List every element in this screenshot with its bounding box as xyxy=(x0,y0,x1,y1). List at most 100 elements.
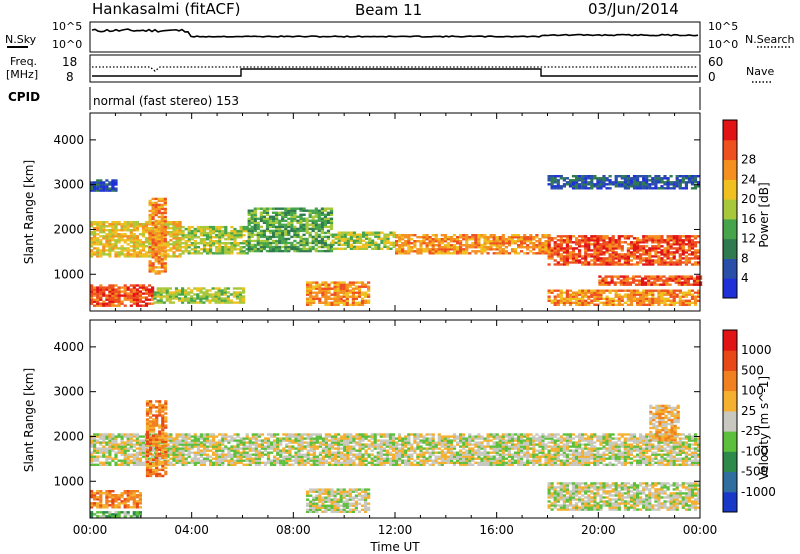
data-cell xyxy=(96,439,100,442)
data-cell xyxy=(468,246,472,249)
data-cell xyxy=(111,294,115,297)
data-cell xyxy=(174,287,179,290)
data-cell xyxy=(638,283,642,286)
data-cell xyxy=(407,250,411,253)
data-cell xyxy=(697,185,701,188)
data-cell xyxy=(651,183,655,186)
data-cell xyxy=(196,246,200,249)
data-cell xyxy=(599,253,603,256)
data-cell xyxy=(593,177,597,180)
data-cell xyxy=(215,457,219,460)
data-cell xyxy=(120,223,124,226)
data-cell xyxy=(550,257,554,260)
data-cell xyxy=(181,451,185,454)
data-cell xyxy=(132,433,136,436)
data-cell xyxy=(584,293,588,296)
data-cell xyxy=(364,299,368,302)
data-cell xyxy=(151,296,155,299)
data-cell xyxy=(645,183,649,186)
data-cell xyxy=(620,253,624,256)
data-cell xyxy=(105,435,109,438)
data-cell xyxy=(199,289,203,292)
data-cell xyxy=(620,247,624,250)
data-cell xyxy=(578,239,582,242)
data-cell xyxy=(93,449,97,452)
data-cell xyxy=(587,261,591,264)
data-cell xyxy=(697,255,701,258)
data-cell xyxy=(401,238,405,241)
data-cell xyxy=(410,248,414,251)
data-cell xyxy=(105,243,109,246)
data-cell xyxy=(672,295,676,298)
data-cell xyxy=(675,289,679,292)
data-cell xyxy=(507,252,511,255)
data-cell xyxy=(148,238,152,241)
data-cell xyxy=(349,445,353,448)
data-cell xyxy=(166,255,170,258)
data-cell xyxy=(99,290,103,293)
data-cell xyxy=(386,237,390,240)
data-cell xyxy=(250,235,254,239)
data-cell xyxy=(175,245,179,248)
data-cell xyxy=(593,289,597,292)
data-cell xyxy=(102,439,106,442)
data-cell xyxy=(262,239,266,243)
data-cell xyxy=(265,211,270,214)
data-cell xyxy=(681,235,685,238)
data-cell xyxy=(102,181,106,184)
data-cell xyxy=(639,183,643,186)
data-cell xyxy=(215,252,219,255)
data-cell xyxy=(599,249,603,252)
data-cell xyxy=(312,299,316,302)
data-cell xyxy=(571,291,576,294)
data-cell xyxy=(311,245,315,249)
data-cell xyxy=(565,301,569,304)
data-cell xyxy=(239,441,243,444)
data-cell xyxy=(565,297,569,300)
data-cell xyxy=(565,255,569,258)
data-cell xyxy=(529,236,533,239)
data-cell xyxy=(314,249,318,253)
data-cell xyxy=(151,213,155,217)
data-cell xyxy=(294,447,298,450)
data-cell xyxy=(90,221,94,224)
data-cell xyxy=(178,443,182,446)
data-cell xyxy=(642,185,646,188)
data-cell xyxy=(547,257,551,260)
data-cell xyxy=(333,297,337,300)
data-cell xyxy=(392,245,396,248)
data-cell xyxy=(111,459,115,462)
data-cell xyxy=(314,221,318,224)
data-cell xyxy=(265,207,270,210)
data-cell xyxy=(221,441,225,444)
data-cell xyxy=(602,179,606,182)
data-cell xyxy=(459,240,463,243)
data-cell xyxy=(266,453,271,456)
data-cell xyxy=(166,459,170,462)
data-cell xyxy=(172,437,176,440)
data-cell xyxy=(581,263,585,266)
data-cell xyxy=(288,453,292,456)
data-cell xyxy=(120,461,124,464)
data-cell xyxy=(428,238,432,241)
data-cell xyxy=(253,247,257,251)
data-cell xyxy=(398,248,402,251)
data-cell xyxy=(123,294,127,297)
data-cell xyxy=(151,205,155,209)
data-cell xyxy=(660,263,664,266)
data-cell xyxy=(123,443,127,446)
data-cell xyxy=(284,219,288,222)
data-cell xyxy=(248,441,252,444)
data-cell xyxy=(151,234,155,237)
data-cell xyxy=(334,457,338,460)
data-cell xyxy=(311,221,315,224)
data-cell xyxy=(358,455,362,458)
data-cell xyxy=(666,181,670,184)
data-cell xyxy=(343,445,347,448)
data-cell xyxy=(608,255,612,258)
data-cell xyxy=(459,246,463,249)
data-cell xyxy=(480,236,484,239)
data-cell xyxy=(193,437,197,440)
data-cell xyxy=(648,187,652,190)
data-cell xyxy=(486,240,490,243)
